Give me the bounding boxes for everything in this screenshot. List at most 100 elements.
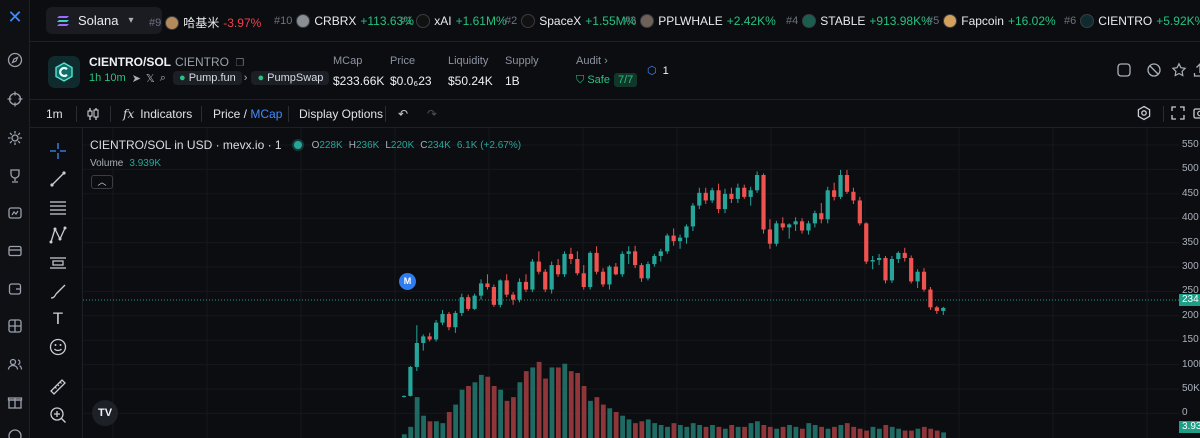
high-label: H (348, 139, 356, 151)
chart-title: CIENTRO/SOL in USD · mevx.io · 1 (90, 138, 282, 152)
candle-body (876, 257, 882, 261)
volume-bar (633, 423, 638, 438)
status-dot-icon (293, 141, 302, 149)
trend-line-icon[interactable] (49, 170, 67, 188)
stat-key: Liquidity (448, 55, 489, 67)
high-value: 236K (355, 139, 380, 151)
interval-button[interactable]: 1m (46, 107, 63, 121)
candle-body (799, 221, 805, 231)
price-mcap-toggle[interactable]: Price / MCap (213, 107, 283, 121)
price-axis[interactable] (1179, 128, 1200, 438)
volume-bar (607, 408, 613, 438)
text-tool-icon[interactable]: T (52, 309, 64, 328)
ticker-item[interactable]: #4 STABLE +913.98K% (786, 14, 932, 28)
candle-body (806, 223, 811, 231)
ticker-name: STABLE (820, 14, 866, 28)
volume-bar (453, 404, 459, 438)
candle-body (466, 297, 471, 309)
ruler-icon[interactable] (49, 378, 67, 396)
price-chart[interactable]: CIENTRO/SOL in USD · mevx.io · 1 O228K H… (83, 128, 1200, 438)
wallet-icon[interactable] (7, 243, 23, 259)
telegram-icon[interactable]: ➤ (131, 72, 141, 85)
dex-pill[interactable]: ● PumpSwap (251, 71, 330, 85)
emoji-icon[interactable] (49, 338, 67, 356)
volume-bar (710, 425, 715, 438)
ticker-item[interactable]: #9 哈基米 -3.97% (149, 14, 261, 31)
volume-bar (934, 430, 940, 438)
volume-bar (921, 426, 927, 438)
volume-bar (459, 389, 465, 438)
chain-selector[interactable]: Solana ▾ (46, 7, 162, 34)
indicators-button[interactable]: fx Indicators (123, 107, 192, 121)
screenshot-icon[interactable] (1193, 106, 1200, 123)
volume-bar (799, 428, 805, 438)
candle-body (819, 213, 824, 220)
brush-icon[interactable] (49, 282, 67, 300)
ticker-item[interactable]: #6 CIENTRO+5.92K% (1064, 14, 1200, 28)
token-avatar-icon (943, 14, 958, 28)
dex-label: PumpSwap (267, 72, 324, 84)
chart-settings-icon[interactable] (1136, 105, 1152, 124)
candlestick-plot[interactable] (83, 128, 1200, 438)
volume-bar (774, 428, 780, 438)
candle-body (851, 191, 856, 201)
volume-bar (588, 400, 593, 438)
candles-icon[interactable] (87, 107, 99, 124)
candle-body (722, 193, 728, 210)
low-value: 220K (390, 139, 415, 151)
hide-icon[interactable] (1146, 62, 1162, 78)
ticker-name: xAI (434, 14, 452, 28)
upload-icon[interactable] (1192, 62, 1200, 78)
redo-icon[interactable]: ↷ (427, 107, 438, 121)
y-tick-label: 50K (1182, 383, 1200, 394)
ticker-change: +1.55M% (585, 14, 637, 28)
portfolio-icon[interactable] (7, 205, 23, 221)
migration-marker[interactable]: M (399, 273, 416, 290)
users-icon[interactable] (7, 356, 23, 372)
volume-bar (594, 397, 600, 438)
holders-flag[interactable]: ⬡ 1 (647, 64, 669, 78)
x-twitter-icon[interactable]: 𝕏 (145, 72, 155, 85)
ticker-rank: #3 (624, 15, 637, 27)
y-tick-label: 150 (1182, 334, 1199, 346)
card-icon[interactable] (7, 281, 23, 297)
fullscreen-icon[interactable] (1171, 106, 1185, 123)
volume-bar (909, 430, 914, 438)
mevx-logo-icon[interactable]: ✕ (7, 7, 23, 27)
zoom-in-icon[interactable] (49, 406, 67, 424)
ticker-item[interactable]: #3 PPLWHALE +2.42K% (624, 14, 776, 28)
candle-body (645, 264, 651, 279)
trophy-icon[interactable] (7, 168, 23, 184)
stat-key: Price (390, 55, 416, 67)
crosshair-icon[interactable] (7, 91, 23, 107)
ticker-item[interactable]: #5 Fapcoin +16.02% (927, 14, 1056, 28)
gift-icon[interactable] (7, 394, 23, 410)
measure-range-icon[interactable] (49, 254, 67, 272)
crosshair-cursor-icon[interactable] (49, 142, 67, 160)
stat-supply: Supply 1B (505, 55, 539, 88)
discover-icon[interactable] (7, 52, 23, 68)
ticker-item[interactable]: #10 CRBRX +113.63% (274, 14, 414, 28)
volume-bar (421, 415, 426, 438)
volume-bar (851, 426, 857, 438)
ticker-change: +5.92K% (1156, 14, 1200, 28)
more-icon[interactable] (7, 428, 23, 438)
launchpad-pill[interactable]: ● Pump.fun (172, 71, 242, 85)
search-icon[interactable]: ⌕ (159, 71, 166, 84)
grid-icon[interactable] (7, 318, 23, 334)
collapse-legend-button[interactable]: ︿ (91, 175, 113, 189)
chart-toggle-icon[interactable] (1116, 62, 1132, 78)
display-options-button[interactable]: Display Options (299, 107, 384, 121)
audit-section[interactable]: Audit › ⛉ Safe 7/7 (576, 55, 638, 87)
candle-body (921, 271, 927, 290)
ticker-item[interactable]: #1 xAI +1.61M% (400, 14, 507, 28)
tradingview-logo-icon[interactable]: TV (92, 400, 118, 426)
copy-icon[interactable]: ❐ (235, 58, 245, 69)
star-icon[interactable] (1171, 62, 1187, 78)
pattern-icon[interactable] (49, 226, 67, 244)
ticker-item[interactable]: #2 SpaceX +1.55M% (505, 14, 636, 28)
horizontal-lines-icon[interactable] (49, 198, 67, 216)
undo-icon[interactable]: ↶ (398, 107, 409, 121)
candle-body (780, 223, 785, 228)
settings-gear-icon[interactable] (7, 130, 23, 146)
